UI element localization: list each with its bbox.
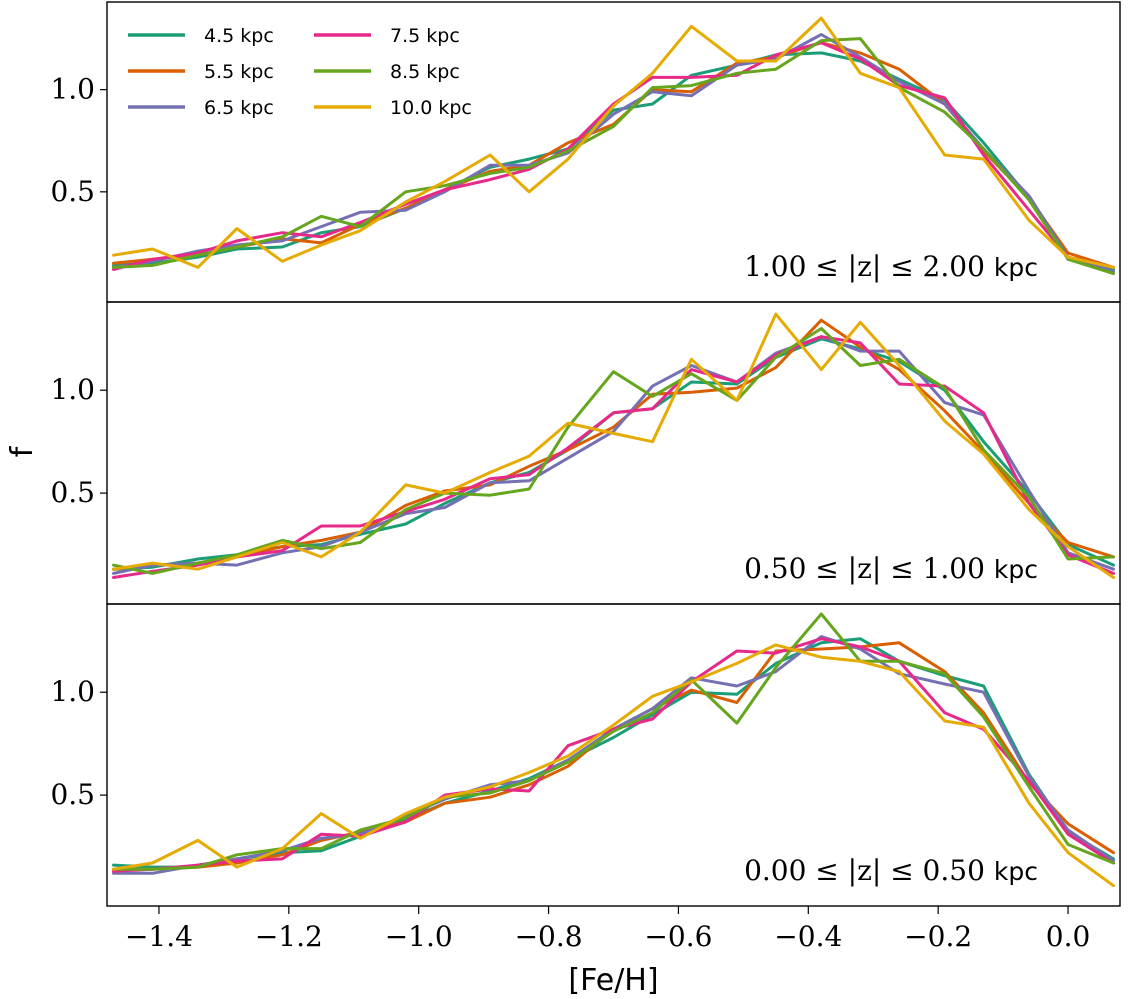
legend-label: 7.5 kpc [390, 25, 460, 47]
x-tick-label: −0.6 [644, 920, 712, 953]
legend-entry: 6.5 kpc [128, 97, 274, 119]
annotation-range: 1.00 ≤ |z| ≤ 2.00 [744, 250, 985, 283]
x-tick-label: −1.2 [255, 920, 323, 953]
series-line [112, 16, 1115, 269]
y-tick-label: 0.5 [50, 175, 95, 208]
legend-label: 8.5 kpc [390, 61, 460, 83]
x-tick-label: 0.0 [1046, 920, 1091, 953]
panel-frame [106, 603, 1121, 907]
annotation-unit: kpc [994, 555, 1038, 584]
annotation-unit: kpc [994, 857, 1038, 886]
panel-3: 0.5 1.0 0.00 ≤ |z| ≤ 0.50 kpc [50, 603, 1121, 907]
series-line [112, 318, 1115, 571]
y-tick-label: 0.5 [50, 778, 95, 811]
series-line [112, 335, 1115, 575]
x-axis-label: [Fe/H] [568, 963, 658, 998]
x-axis: −1.4 −1.2 −1.0 −0.8 −0.6 −0.4 −0.2 0.0 [125, 906, 1090, 953]
series-line [112, 641, 1115, 871]
legend-label: 4.5 kpc [204, 25, 274, 47]
panel-annotation: 1.00 ≤ |z| ≤ 2.00 kpc [744, 250, 1038, 283]
y-tick-label: 1.0 [50, 73, 95, 106]
legend: 4.5 kpc 5.5 kpc 6.5 kpc 7.5 kpc 8.5 kpc 10.0 … [128, 25, 472, 119]
x-tick-label: −1.0 [385, 920, 453, 953]
x-tick-label: −0.8 [515, 920, 583, 953]
series-line [112, 41, 1115, 271]
legend-entry: 5.5 kpc [128, 61, 274, 83]
panels-layer: 0.5 1.0 1.00 ≤ |z| ≤ 2.00 kpc 0.5 1.0 0.50 ≤ |… [50, 1, 1121, 907]
series-line [112, 327, 1115, 575]
legend-label: 6.5 kpc [204, 97, 274, 119]
legend-entry: 8.5 kpc [314, 61, 460, 83]
series-line [112, 637, 1115, 873]
annotation-range: 0.00 ≤ |z| ≤ 0.50 [744, 854, 985, 887]
series-line [112, 612, 1115, 871]
x-tick-label: −1.4 [125, 920, 193, 953]
legend-entry: 7.5 kpc [314, 25, 460, 47]
legend-entry: 4.5 kpc [128, 25, 274, 47]
series-line [112, 33, 1115, 273]
legend-label: 10.0 kpc [390, 97, 472, 119]
y-tick-label: 0.5 [50, 476, 95, 509]
annotation-unit: kpc [994, 253, 1038, 282]
series-line [112, 312, 1115, 579]
series-line [112, 643, 1115, 888]
legend-entry: 10.0 kpc [314, 97, 472, 119]
series-line [112, 335, 1115, 579]
x-tick-label: −0.2 [904, 920, 972, 953]
x-tick-label: −0.4 [774, 920, 842, 953]
series-line [112, 635, 1115, 875]
y-axis-label: f [5, 445, 40, 457]
panel-annotation: 0.00 ≤ |z| ≤ 0.50 kpc [744, 854, 1038, 887]
y-tick-label: 1.0 [50, 675, 95, 708]
legend-label: 5.5 kpc [204, 61, 274, 83]
y-tick-label: 1.0 [50, 373, 95, 406]
panel-annotation: 0.50 ≤ |z| ≤ 1.00 kpc [744, 552, 1038, 585]
panel-2: 0.5 1.0 0.50 ≤ |z| ≤ 1.00 kpc [50, 301, 1121, 605]
series-line [112, 637, 1115, 869]
panel-1: 0.5 1.0 1.00 ≤ |z| ≤ 2.00 kpc [50, 1, 1121, 303]
annotation-range: 0.50 ≤ |z| ≤ 1.00 [744, 552, 985, 585]
series-line [112, 37, 1115, 276]
